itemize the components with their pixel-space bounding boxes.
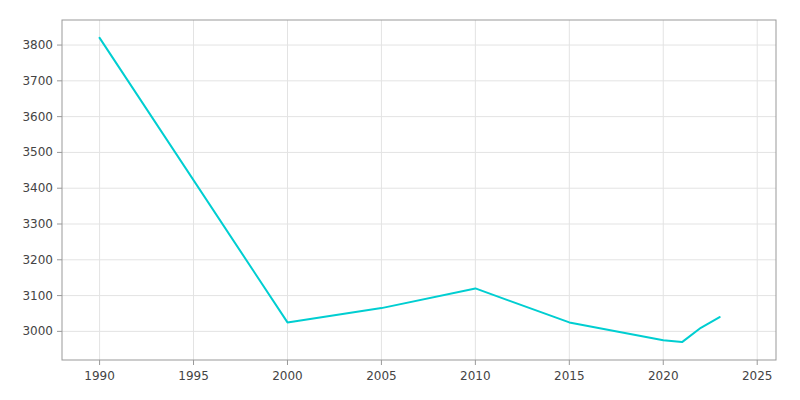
x-grid-line bbox=[193, 20, 194, 360]
x-tick bbox=[757, 360, 758, 365]
data-line bbox=[100, 38, 720, 342]
chart: 1990 1995 2000 2005 2010 2015 2020 2025 3000 3100… bbox=[0, 0, 800, 400]
x-tick bbox=[569, 360, 570, 365]
y-tick bbox=[57, 45, 62, 46]
y-grid-line bbox=[62, 259, 776, 260]
y-grid-line bbox=[62, 295, 776, 296]
y-grid-line bbox=[62, 188, 776, 189]
axes: 1990 1995 2000 2005 2010 2015 2020 2025 3000 3100… bbox=[22, 38, 772, 383]
x-grid-line bbox=[569, 20, 570, 360]
plot-frame bbox=[62, 20, 776, 360]
y-grid-line bbox=[62, 80, 776, 81]
y-grid-line bbox=[62, 116, 776, 117]
x-tick bbox=[193, 360, 194, 365]
chart-container: 1990 1995 2000 2005 2010 2015 2020 2025 3000 3100… bbox=[0, 0, 800, 400]
x-tick-label: 2000 bbox=[272, 369, 303, 383]
y-tick bbox=[57, 259, 62, 260]
x-tick bbox=[381, 360, 382, 365]
y-tick bbox=[57, 152, 62, 153]
y-tick-label: 3500 bbox=[22, 145, 53, 159]
y-tick bbox=[57, 295, 62, 296]
x-grid-line bbox=[475, 20, 476, 360]
plot-area bbox=[100, 38, 720, 342]
x-grid-line bbox=[287, 20, 288, 360]
grid bbox=[62, 20, 776, 360]
y-tick-label: 3200 bbox=[22, 253, 53, 267]
x-tick bbox=[663, 360, 664, 365]
y-grid-line bbox=[62, 45, 776, 46]
y-tick-label: 3800 bbox=[22, 38, 53, 52]
x-tick-label: 1995 bbox=[178, 369, 209, 383]
y-grid-line bbox=[62, 152, 776, 153]
x-tick bbox=[475, 360, 476, 365]
x-grid-line bbox=[99, 20, 100, 360]
x-tick-label: 2005 bbox=[366, 369, 397, 383]
y-tick-label: 3400 bbox=[22, 181, 53, 195]
x-grid-line bbox=[757, 20, 758, 360]
x-tick bbox=[287, 360, 288, 365]
x-tick-label: 2020 bbox=[648, 369, 679, 383]
y-tick bbox=[57, 116, 62, 117]
y-tick bbox=[57, 331, 62, 332]
x-grid-line bbox=[663, 20, 664, 360]
y-tick-label: 3000 bbox=[22, 324, 53, 338]
x-tick-label: 1990 bbox=[84, 369, 115, 383]
y-tick bbox=[57, 224, 62, 225]
y-tick bbox=[57, 80, 62, 81]
x-tick-label: 2010 bbox=[460, 369, 491, 383]
y-tick-label: 3700 bbox=[22, 74, 53, 88]
y-tick-label: 3300 bbox=[22, 217, 53, 231]
x-tick-label: 2015 bbox=[554, 369, 585, 383]
y-grid-line bbox=[62, 331, 776, 332]
x-tick-label: 2025 bbox=[742, 369, 773, 383]
x-tick bbox=[99, 360, 100, 365]
y-tick bbox=[57, 188, 62, 189]
y-tick-label: 3600 bbox=[22, 110, 53, 124]
y-tick-label: 3100 bbox=[22, 289, 53, 303]
y-grid-line bbox=[62, 224, 776, 225]
